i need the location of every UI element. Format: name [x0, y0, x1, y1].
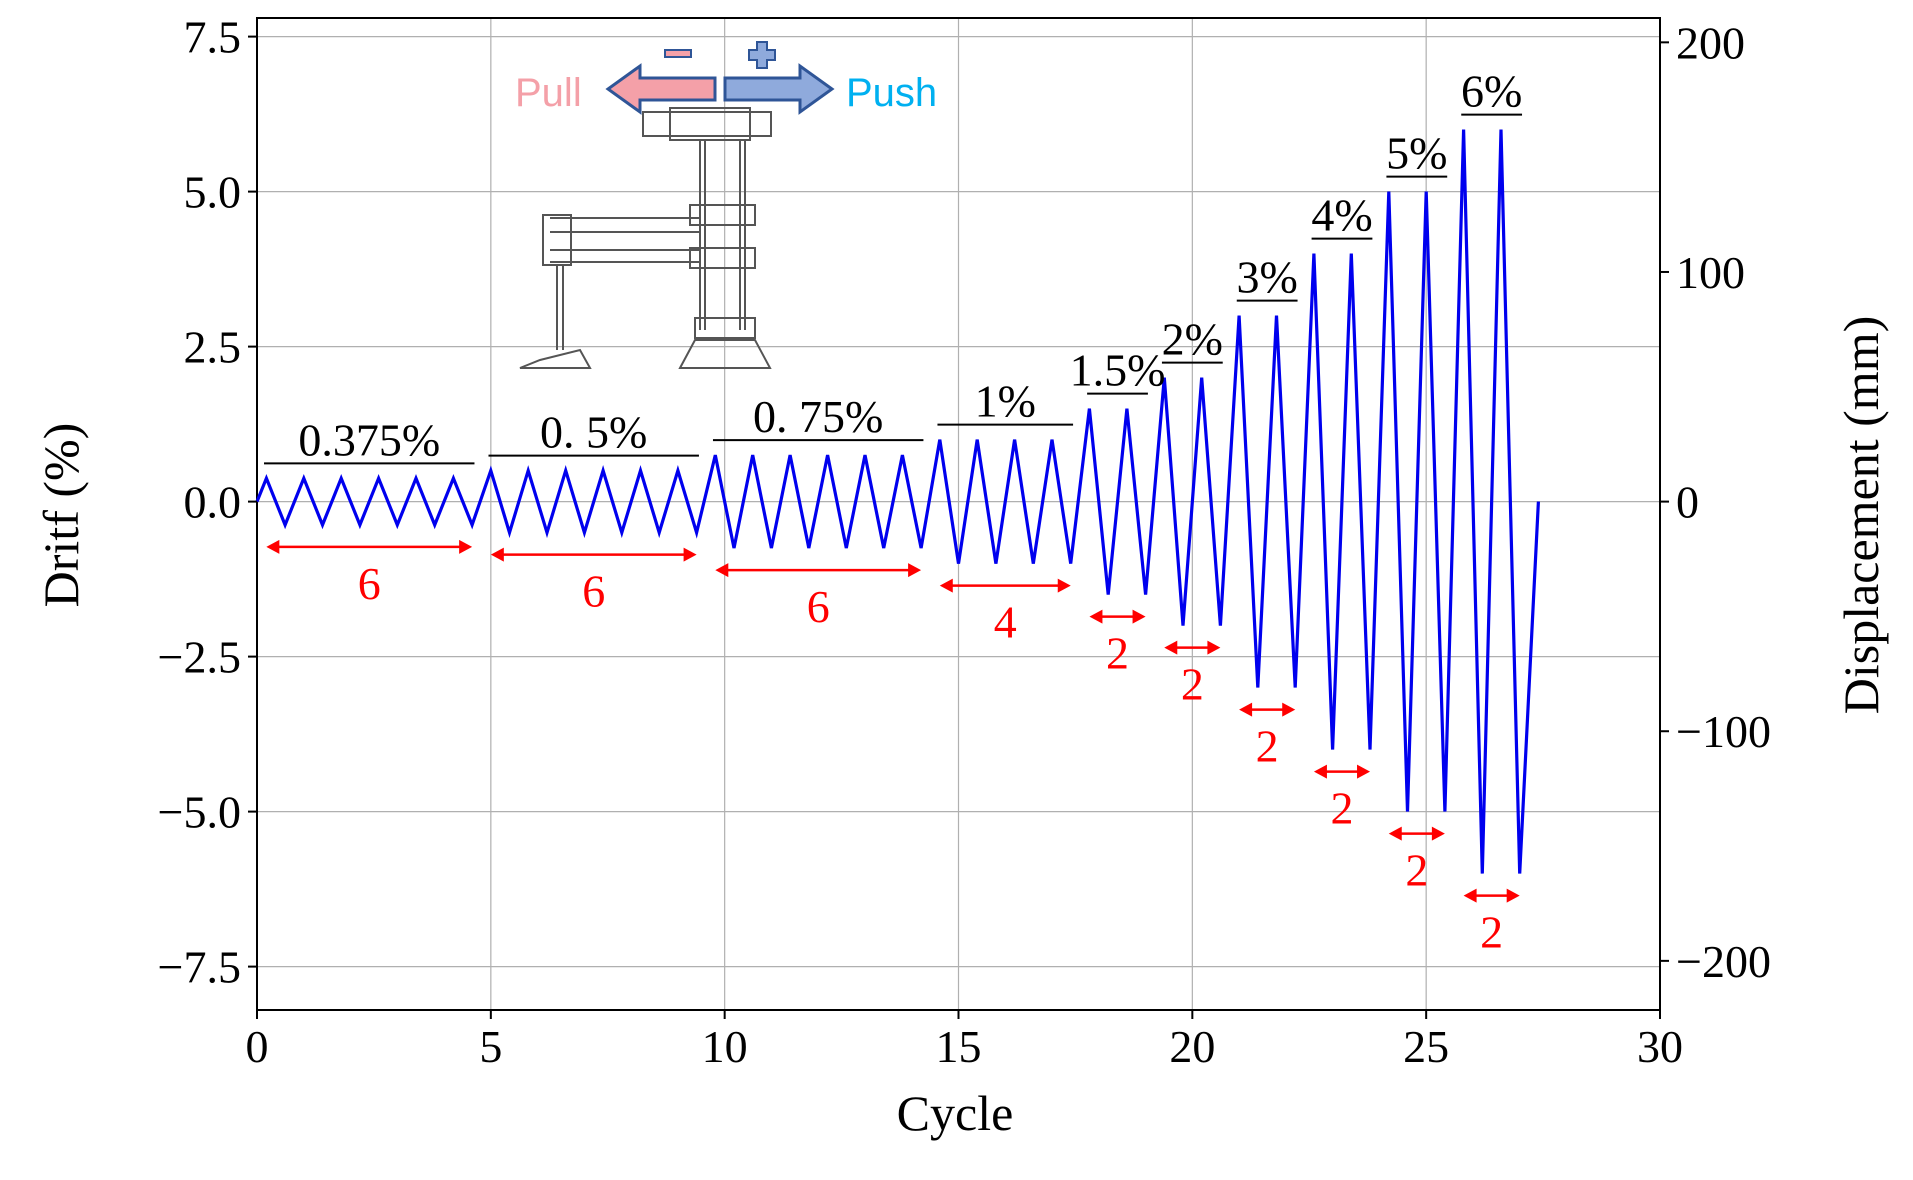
y-tick-label: −2.5: [158, 632, 241, 683]
count-arrow-head-left: [939, 578, 953, 593]
y-axis-left: 7.5 5.0 2.5 0.0 −2.5 −5.0 −7.5: [158, 12, 257, 993]
count-arrow-head-left: [1313, 764, 1327, 779]
y-tick-label: 0.0: [184, 477, 242, 528]
pull-arrow: [605, 63, 717, 115]
x-tick-label: 20: [1169, 1021, 1215, 1072]
cycle-count-label: 2: [1330, 783, 1353, 834]
count-arrow-head-right: [1207, 640, 1221, 655]
y-axis-right: 200 100 0 −100 −200: [1660, 17, 1771, 987]
y-tick-label: −5.0: [158, 787, 241, 838]
count-arrow-head-right: [683, 547, 697, 562]
cycle-count-label: 6: [582, 566, 605, 617]
stage-drift-label: 2%: [1162, 314, 1223, 365]
x-tick-label: 5: [479, 1021, 502, 1072]
y-tick-label: −7.5: [158, 942, 241, 993]
stage-drift-label: 0. 75%: [753, 391, 883, 442]
cycle-count-label: 2: [1181, 659, 1204, 710]
test-setup-inset: Pull Push: [515, 41, 937, 369]
count-arrow-head-right: [908, 563, 922, 578]
y-axis-label: Dritf (%): [33, 423, 89, 608]
stage-drift-label: 5%: [1386, 128, 1447, 179]
count-arrow-head-right: [1506, 888, 1520, 903]
count-arrow-head-left: [490, 547, 504, 562]
stage-annotations: 0.375% 0. 5% 0. 75% 1% 1.5%2% 3% 4% 5% 6%: [264, 66, 1522, 465]
count-arrow-head-right: [1431, 826, 1445, 841]
y2-tick-label: −200: [1676, 936, 1771, 987]
stage-drift-label: 0.375%: [298, 414, 440, 465]
y2-axis-label: Displacement (mm): [1833, 316, 1889, 715]
cycle-count-label: 2: [1256, 721, 1279, 772]
stage-drift-label: 0. 5%: [540, 407, 647, 458]
y-tick-label: 7.5: [184, 12, 242, 63]
count-arrow-head-left: [1164, 640, 1178, 655]
series-drift-protocol: [255, 129, 1540, 874]
count-arrow-head-left: [1239, 702, 1253, 717]
count-arrow-head-left: [715, 563, 729, 578]
y2-tick-label: −100: [1676, 706, 1771, 757]
x-tick-label: 25: [1403, 1021, 1449, 1072]
count-arrow-head-left: [1463, 888, 1477, 903]
stage-drift-label: 1.5%: [1070, 345, 1166, 396]
x-tick-label: 30: [1637, 1021, 1683, 1072]
y2-tick-label: 0: [1676, 477, 1699, 528]
push-arrow: [723, 63, 835, 115]
y2-tick-label: 200: [1676, 17, 1745, 68]
y-tick-label: 5.0: [184, 167, 242, 218]
stage-drift-label: 3%: [1236, 252, 1297, 303]
count-arrow-head-left: [1089, 609, 1103, 624]
x-tick-label: 15: [936, 1021, 982, 1072]
x-axis-label: Cycle: [897, 1085, 1014, 1141]
count-arrow-head-left: [1388, 826, 1402, 841]
y2-tick-label: 100: [1676, 247, 1745, 298]
minus-sign-icon: [664, 49, 692, 58]
count-arrow-head-right: [459, 539, 473, 554]
cycle-count-label: 6: [358, 558, 381, 609]
x-tick-label: 0: [246, 1021, 269, 1072]
cycle-count-label: 2: [1480, 907, 1503, 958]
count-arrow-head-left: [266, 539, 280, 554]
series-line: [255, 129, 1540, 874]
stage-drift-label: 4%: [1311, 190, 1372, 241]
cycle-count-label: 6: [807, 581, 830, 632]
count-arrow-head-right: [1357, 764, 1371, 779]
cycle-count-label: 2: [1405, 845, 1428, 896]
x-tick-label: 10: [702, 1021, 748, 1072]
stage-drift-label: 6%: [1461, 66, 1522, 117]
cycle-count-label: 2: [1106, 628, 1129, 679]
count-arrow-head-right: [1057, 578, 1071, 593]
specimen-drawing-icon: [519, 107, 772, 369]
count-arrow-head-right: [1132, 609, 1146, 624]
count-arrow-head-right: [1282, 702, 1296, 717]
pull-label: Pull: [515, 71, 582, 115]
push-label: Push: [846, 71, 937, 115]
x-axis: 0 5 10 15 20 25 30: [246, 1010, 1683, 1072]
cycle-count-label: 4: [994, 597, 1017, 648]
plus-sign-icon: [748, 41, 776, 69]
y-tick-label: 2.5: [184, 322, 242, 373]
stage-drift-label: 1%: [975, 376, 1036, 427]
